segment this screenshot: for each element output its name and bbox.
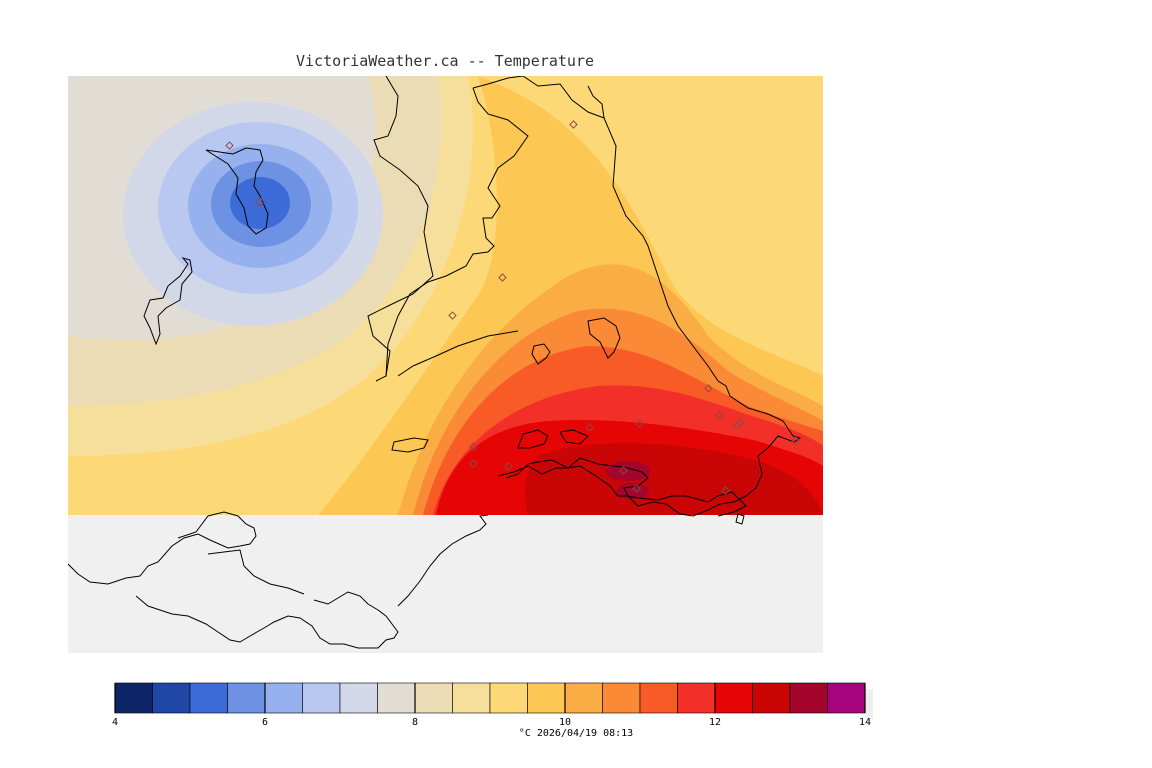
- station-marker: [632, 484, 641, 493]
- colorbar-tick-label: 12: [709, 717, 721, 728]
- colorbar-swatch: [339, 682, 378, 714]
- colorbar-swatch: [564, 682, 603, 714]
- colorbar-ticks: 4 6 8 10 12 14: [112, 683, 871, 728]
- colorbar-swatch: [114, 682, 153, 714]
- colorbar-shadow: [865, 689, 873, 719]
- colorbar-swatch: [827, 682, 866, 714]
- colorbar-tick-label: 14: [859, 717, 871, 728]
- station-marker: [619, 466, 628, 475]
- colorbar-swatch: [227, 682, 266, 714]
- station-marker: [469, 459, 478, 468]
- station-marker: [569, 120, 578, 129]
- colorbar-swatch: [452, 682, 491, 714]
- colorbar-swatch: [677, 682, 716, 714]
- station-marker: [704, 384, 713, 393]
- temperature-field: [68, 76, 823, 515]
- station-marker: [225, 141, 234, 150]
- colorbar-swatch: [189, 682, 228, 714]
- colorbar-swatch: [752, 682, 791, 714]
- colorbar-swatch: [789, 682, 828, 714]
- colorbar-swatch: [414, 682, 453, 714]
- colorbar-swatch: [264, 682, 303, 714]
- station-marker: [791, 436, 800, 445]
- temperature-map: [68, 76, 823, 653]
- station-marker: [736, 418, 745, 427]
- coastlines: [68, 76, 802, 649]
- colorbar-swatch: [489, 682, 528, 714]
- station-marker: [585, 423, 594, 432]
- colorbar-swatch: [152, 682, 191, 714]
- station-marker: [715, 411, 724, 420]
- temperature-colorbar: 4 6 8 10 12 14: [112, 682, 873, 728]
- station-markers: [225, 120, 800, 495]
- colorbar-tick-label: 6: [262, 717, 268, 728]
- station-marker: [448, 311, 457, 320]
- colorbar-swatch: [527, 682, 566, 714]
- station-marker: [469, 442, 478, 451]
- station-marker: [255, 197, 265, 207]
- colorbar-swatch: [302, 682, 341, 714]
- station-marker: [504, 462, 513, 471]
- map-title: VictoriaWeather.ca -- Temperature: [295, 52, 594, 70]
- station-marker: [635, 419, 644, 428]
- station-marker: [498, 273, 507, 282]
- colorbar-swatch: [639, 682, 678, 714]
- colorbar-swatch: [377, 682, 416, 714]
- colorbar-tick-label: 8: [412, 717, 418, 728]
- colorbar-swatches: [114, 682, 873, 719]
- colorbar-swatch: [714, 682, 753, 714]
- units-timestamp: °C 2026/04/19 08:13: [518, 728, 634, 739]
- station-marker: [721, 486, 730, 495]
- colorbar-swatch: [602, 682, 641, 714]
- colorbar-tick-label: 4: [112, 717, 118, 728]
- colorbar-tick-label: 10: [559, 717, 571, 728]
